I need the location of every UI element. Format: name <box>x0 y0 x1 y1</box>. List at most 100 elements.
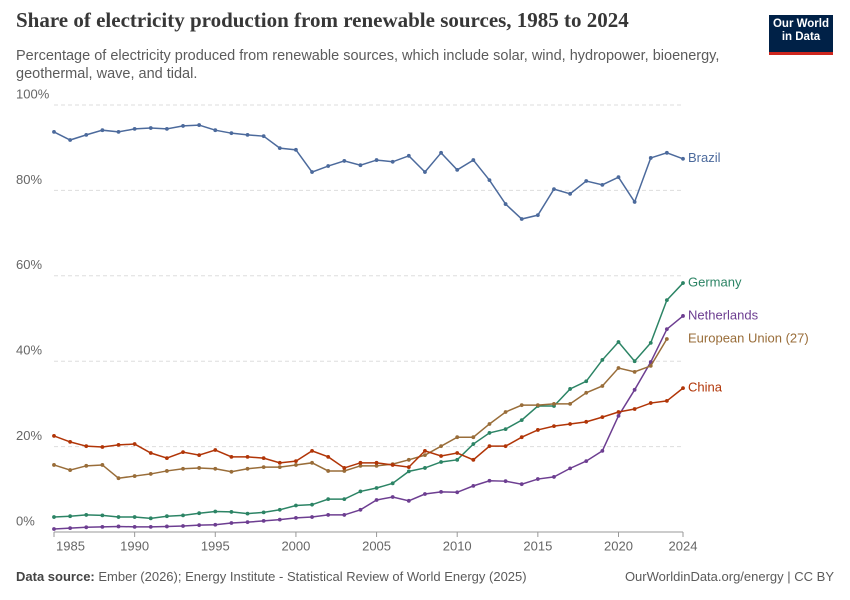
data-point <box>568 422 573 426</box>
data-point <box>358 163 363 168</box>
data-point <box>423 466 427 470</box>
data-point <box>439 454 443 458</box>
data-point <box>471 457 476 462</box>
data-point <box>277 146 282 151</box>
source: Data source: Ember (2026); Energy Instit… <box>16 569 527 584</box>
data-point <box>568 402 573 406</box>
data-point <box>535 428 540 432</box>
data-point <box>584 419 589 424</box>
data-point <box>148 524 153 529</box>
data-point <box>568 387 573 391</box>
data-point <box>406 457 411 462</box>
data-point <box>68 526 73 531</box>
data-point <box>584 379 589 384</box>
data-point <box>600 448 605 453</box>
data-point <box>503 427 508 431</box>
data-point <box>568 466 573 471</box>
data-point <box>245 520 250 525</box>
data-point <box>148 126 153 130</box>
data-point <box>664 298 669 303</box>
data-point <box>342 159 347 163</box>
data-point <box>358 507 363 512</box>
data-point <box>535 213 540 218</box>
x-tick-label: 2000 <box>281 538 310 553</box>
data-point <box>294 147 298 152</box>
data-point <box>213 128 218 133</box>
data-point <box>600 415 605 420</box>
data-point <box>132 442 137 446</box>
y-tick-label: 0% <box>16 513 35 528</box>
data-point <box>181 450 185 455</box>
data-point <box>100 524 105 529</box>
data-point <box>197 123 202 127</box>
data-point <box>552 187 556 192</box>
data-point <box>616 413 621 418</box>
data-point <box>148 451 153 455</box>
data-point <box>68 138 73 142</box>
source-label: Data source: <box>16 569 95 584</box>
data-point <box>84 444 89 449</box>
data-point <box>374 463 379 468</box>
data-point <box>535 477 540 481</box>
data-point <box>423 492 427 496</box>
data-point <box>52 515 56 519</box>
data-point <box>455 168 460 172</box>
data-point <box>229 469 234 474</box>
data-point <box>455 435 460 440</box>
data-point <box>181 466 185 471</box>
data-point <box>229 510 234 514</box>
data-point <box>374 158 379 162</box>
data-point <box>648 401 653 405</box>
data-point <box>616 175 621 180</box>
data-point <box>277 507 282 512</box>
data-point <box>374 460 379 465</box>
data-point <box>423 170 427 174</box>
data-point <box>487 431 492 435</box>
source-text: Ember (2026); Energy Institute - Statist… <box>98 569 527 584</box>
data-point <box>423 453 427 458</box>
data-point <box>197 453 202 458</box>
data-point <box>197 511 202 516</box>
data-point <box>277 465 282 469</box>
data-point <box>100 128 105 133</box>
data-point <box>552 402 556 406</box>
data-point <box>390 495 395 499</box>
data-point <box>471 435 476 440</box>
data-point <box>213 522 218 527</box>
data-point <box>164 127 169 131</box>
data-point <box>261 134 266 139</box>
data-point <box>519 482 524 487</box>
data-point <box>358 463 363 468</box>
data-point <box>310 170 314 174</box>
legend-label: China <box>688 380 723 395</box>
url[interactable]: OurWorldinData.org/energy | CC BY <box>624 569 834 584</box>
data-point <box>294 503 298 508</box>
data-point <box>342 497 347 502</box>
logo[interactable]: Our World in Data <box>769 15 833 55</box>
data-point <box>632 369 637 374</box>
data-point <box>471 158 476 162</box>
data-point <box>52 434 56 438</box>
data-point <box>148 516 153 521</box>
data-point <box>229 521 234 525</box>
data-point <box>519 403 524 408</box>
data-point <box>100 445 105 449</box>
data-point <box>294 463 298 467</box>
data-point <box>245 511 250 516</box>
data-point <box>213 466 218 471</box>
data-point <box>552 475 556 479</box>
data-point <box>455 490 460 495</box>
data-point <box>519 217 524 221</box>
data-point <box>116 442 121 447</box>
x-tick-label: 2015 <box>523 538 552 553</box>
data-point <box>181 513 185 518</box>
y-tick-label: 100% <box>16 86 50 101</box>
series-line <box>53 387 684 469</box>
data-point <box>648 363 653 368</box>
data-point <box>648 156 653 160</box>
data-point <box>245 466 250 471</box>
y-tick-label: 20% <box>16 428 42 443</box>
y-tick-label: 80% <box>16 172 42 187</box>
